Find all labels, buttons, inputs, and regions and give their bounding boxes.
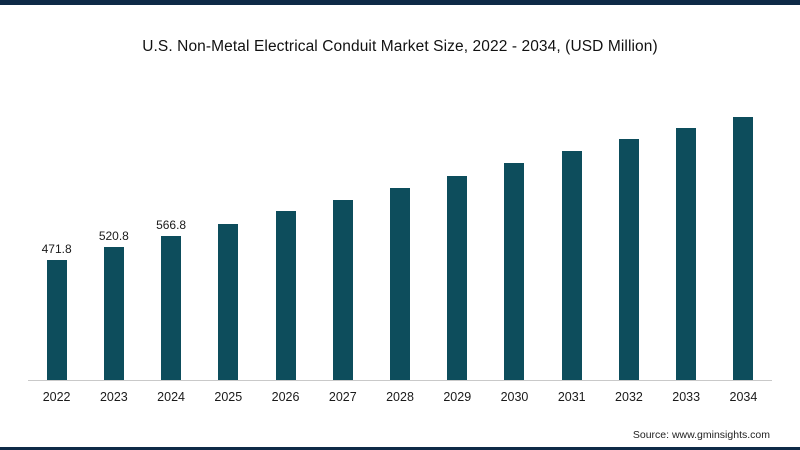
plot-area: 471.8 520.8 566.8	[28, 110, 772, 381]
bar-group-2031	[543, 110, 600, 380]
bar-2034	[733, 117, 754, 380]
bar-2029	[447, 176, 468, 380]
x-tick-2025: 2025	[214, 390, 243, 404]
x-tick-2027: 2027	[328, 390, 357, 404]
bar-value-label-2024: 566.8	[156, 218, 187, 232]
top-accent-bar	[0, 0, 800, 5]
bar-chart: 471.8 520.8 566.8 2022 2023 2024 2025 2026 2027…	[28, 110, 772, 404]
bar-2023	[103, 247, 124, 380]
x-tick-2022: 2022	[42, 390, 71, 404]
x-tick-2026: 2026	[271, 390, 300, 404]
bar-group-2034	[715, 110, 772, 380]
bar-group-2026	[257, 110, 314, 380]
x-tick-2029: 2029	[443, 390, 472, 404]
bar-value-label-2023: 520.8	[98, 229, 129, 243]
x-axis-ticks: 2022 2023 2024 2025 2026 2027 2028 2029 2030 2031…	[28, 381, 772, 404]
x-tick-2028: 2028	[386, 390, 414, 404]
bar-2024	[161, 236, 182, 380]
bar-group-2022: 471.8	[28, 110, 85, 380]
bar-group-2025	[200, 110, 257, 380]
bar-2030	[504, 163, 525, 380]
bar-2022	[46, 260, 67, 380]
x-tick-2034: 2034	[729, 390, 758, 404]
bar-group-2029	[429, 110, 486, 380]
x-tick-2033: 2033	[672, 390, 701, 404]
source-text: Source: www.gminsights.com	[632, 429, 770, 441]
bar-group-2032	[600, 110, 657, 380]
bar-group-2027	[314, 110, 371, 380]
x-tick-2024: 2024	[157, 390, 185, 404]
bar-2025	[218, 224, 239, 380]
bar-group-2033	[658, 110, 715, 380]
bar-2026	[275, 211, 296, 380]
bar-group-2023: 520.8	[85, 110, 142, 380]
bar-group-2024: 566.8	[142, 110, 199, 380]
bar-2027	[332, 200, 353, 380]
bar-2033	[676, 128, 697, 380]
bar-2028	[390, 188, 411, 380]
bottom-accent-bar	[0, 447, 800, 450]
x-tick-2032: 2032	[615, 390, 643, 404]
chart-title: U.S. Non-Metal Electrical Conduit Market…	[142, 38, 658, 55]
bar-2031	[561, 151, 582, 380]
bar-group-2030	[486, 110, 543, 380]
bar-group-2028	[371, 110, 428, 380]
x-tick-2030: 2030	[500, 390, 529, 404]
x-tick-2023: 2023	[99, 390, 128, 404]
x-tick-2031: 2031	[557, 390, 586, 404]
bar-2032	[618, 139, 639, 380]
bar-value-label-2022: 471.8	[41, 242, 72, 256]
